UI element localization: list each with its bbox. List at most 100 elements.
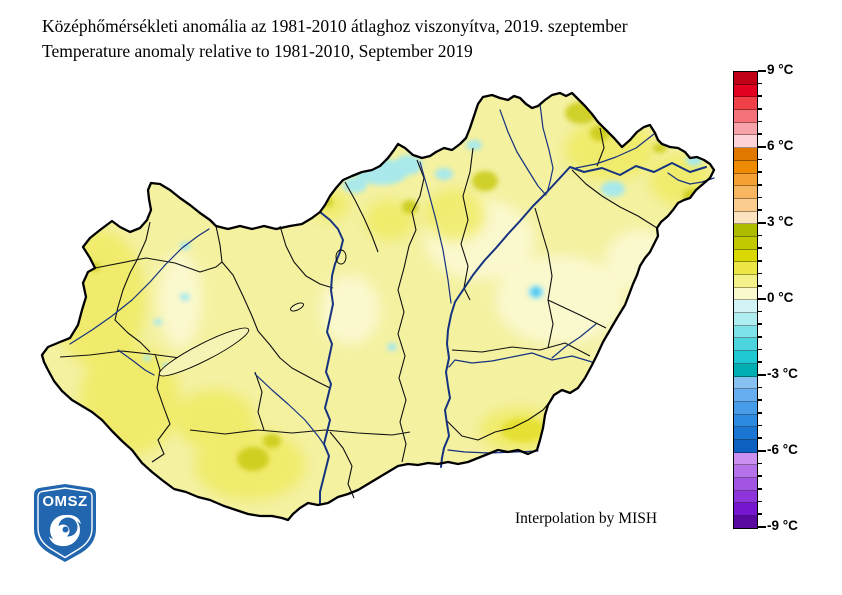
colorbar-minor-tick (758, 475, 762, 477)
colorbar-minor-tick (758, 120, 762, 123)
colorbar-minor-tick (758, 158, 762, 161)
colorbar-segment (734, 135, 757, 149)
colorbar-label: -9 °C (767, 518, 798, 533)
colorbar-label: 9 °C (767, 62, 794, 77)
colorbar-minor-tick (758, 361, 762, 363)
colorbar-segment (734, 313, 757, 326)
colorbar-segment (734, 224, 757, 237)
logo-text: OMSZ (42, 493, 87, 510)
lake-balaton (158, 327, 250, 377)
colorbar-minor-tick (758, 82, 762, 85)
omsz-logo: OMSZ (34, 484, 96, 562)
colorbar-minor-tick (758, 336, 762, 338)
colorbar-minor-tick (758, 171, 762, 173)
colorbar-minor-tick (758, 285, 762, 287)
budapest-boundary (335, 249, 347, 265)
colorbar-minor-tick (758, 437, 762, 439)
colorbar-minor-tick (758, 209, 762, 211)
colorbar-segment (734, 148, 757, 161)
colorbar-segment (734, 338, 757, 352)
colorbar-minor-tick (758, 272, 762, 275)
colorbar-segment (734, 427, 757, 440)
colorbar-minor-tick (758, 399, 762, 401)
title-block: Középhőmérsékleti anomália az 1981-2010 … (42, 14, 628, 64)
colorbar-segment (734, 325, 757, 339)
colorbar-minor-tick (758, 386, 762, 389)
colorbar-segment (734, 363, 757, 377)
colorbar-minor-tick (758, 310, 762, 313)
colorbar-minor-tick (758, 133, 762, 135)
colorbar-segment (734, 249, 757, 263)
colorbar-segment (734, 84, 757, 98)
interpolation-note: Interpolation by MISH (515, 510, 658, 527)
colorbar-segment (734, 300, 757, 314)
colorbar-gradient (733, 71, 758, 529)
colorbar-legend: 9 °C 6 °C 3 °C 0 °C -3 °C -6 °C -9 °C (733, 62, 842, 533)
colorbar-minor-tick (758, 424, 762, 427)
colorbar-minor-tick (758, 95, 762, 97)
colorbar-segment (734, 351, 757, 364)
colorbar-minor-tick (758, 184, 762, 186)
colorbar-segment (734, 287, 757, 301)
colorbar-segment (734, 262, 757, 275)
colorbar-segment (734, 465, 757, 478)
colorbar-minor-tick (758, 323, 762, 325)
colorbar-segment (734, 186, 757, 199)
colorbar-label: -3 °C (767, 366, 798, 381)
danube-tisza-rivers (319, 162, 707, 505)
colorbar-segment (734, 97, 757, 111)
colorbar-segment (734, 389, 757, 402)
colorbar-segment (734, 211, 757, 225)
title-english: Temperature anomaly relative to 1981-201… (42, 41, 473, 61)
colorbar-segment (734, 439, 757, 453)
colorbar-label: 3 °C (767, 214, 794, 229)
colorbar-major-tick (758, 146, 766, 148)
colorbar-minor-tick (758, 500, 762, 503)
colorbar-segment (734, 275, 757, 288)
rivers (69, 103, 715, 505)
colorbar-segment (734, 236, 757, 250)
colorbar-segment (734, 490, 757, 504)
colorbar-label: -6 °C (767, 442, 798, 457)
blue-anomaly-dot (531, 288, 541, 296)
colorbar-segment (734, 376, 757, 390)
colorbar-minor-tick (758, 412, 762, 414)
colorbar-segment (734, 173, 757, 187)
colorbar-major-tick (758, 450, 766, 452)
colorbar-major-tick (758, 374, 766, 376)
colorbar-segment (734, 198, 757, 212)
colorbar-label: 6 °C (767, 138, 794, 153)
lake-velence (290, 302, 304, 312)
colorbar-minor-tick (758, 247, 762, 249)
colorbar-segment (734, 401, 757, 415)
colorbar-segment (734, 160, 757, 174)
colorbar-segment (734, 503, 757, 517)
colorbar-segment (734, 72, 757, 85)
title-hungarian: Középhőmérsékleti anomália az 1981-2010 … (42, 16, 628, 36)
colorbar-segment (734, 110, 757, 123)
colorbar-segment (734, 122, 757, 136)
colorbar-minor-tick (758, 234, 762, 237)
colorbar-major-tick (758, 70, 766, 72)
colorbar-minor-tick (758, 513, 762, 515)
lakes (158, 249, 347, 377)
colorbar-segment (734, 414, 757, 428)
colorbar-major-tick (758, 526, 766, 528)
colorbar-minor-tick (758, 348, 762, 351)
colorbar-label: 0 °C (767, 290, 794, 305)
colorbar-segment (734, 516, 757, 528)
logo-shield-inner-line (37, 487, 93, 559)
colorbar-major-tick (758, 298, 766, 300)
colorbar-minor-tick (758, 462, 762, 465)
colorbar-segment (734, 478, 757, 491)
colorbar-major-tick (758, 222, 766, 224)
logo-cyclone-icon (49, 514, 81, 547)
bright-yellow-patch (501, 418, 545, 442)
colorbar-minor-tick (758, 488, 762, 490)
colorbar-minor-tick (758, 196, 762, 199)
colorbar-minor-tick (758, 260, 762, 262)
colorbar-minor-tick (758, 108, 762, 110)
colorbar-segment (734, 452, 757, 466)
